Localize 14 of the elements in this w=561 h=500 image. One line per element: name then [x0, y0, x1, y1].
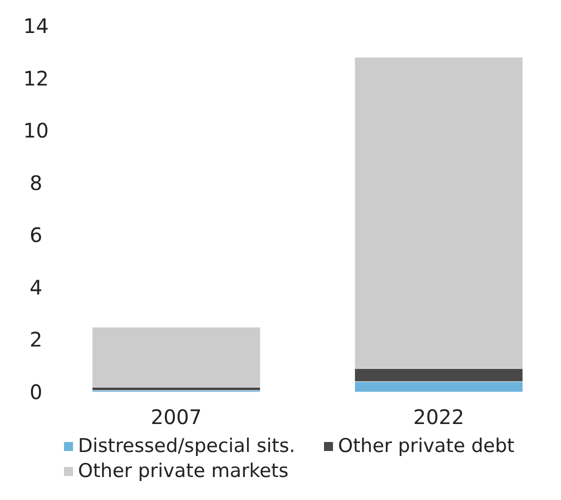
y-tick-label: 2	[30, 328, 42, 352]
x-tick-label: 2007	[150, 405, 202, 429]
legend-label: Other private markets	[78, 460, 289, 482]
legend-label: Other private debt	[338, 435, 514, 457]
bar	[92, 326, 260, 388]
y-tick-label: 8	[30, 170, 42, 195]
y-tick-label: 14	[23, 14, 49, 38]
y-tick-label: 6	[30, 223, 42, 248]
y-tick-label: 0	[30, 380, 42, 404]
y-tick-label: 12	[23, 66, 49, 90]
legend-label: Distressed/special sits.	[78, 435, 296, 457]
y-tick-label: 4	[30, 275, 42, 300]
x-tick-label: 2022	[413, 405, 464, 429]
y-tick-label: 10	[23, 118, 49, 143]
